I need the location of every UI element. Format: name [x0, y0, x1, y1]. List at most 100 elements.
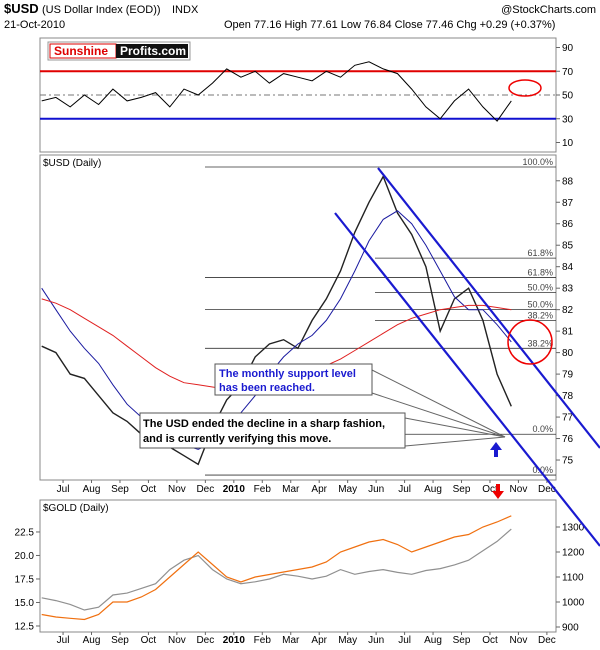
- x-tick-label: Aug: [83, 635, 101, 646]
- note: The USD ended the decline in a sharp fas…: [143, 418, 385, 430]
- x-tick-label: 2010: [223, 484, 246, 495]
- y-tick-label: 15.0: [15, 598, 35, 609]
- logo-text: Profits.com: [120, 44, 186, 58]
- x-tick-label: Dec: [196, 635, 214, 646]
- y2-tick-label: 1300: [562, 523, 585, 534]
- pointer: [404, 436, 506, 447]
- x-tick-label: May: [338, 484, 357, 495]
- x-tick-label: Sep: [111, 484, 129, 495]
- note: and is currently verifying this move.: [143, 433, 331, 445]
- y-tick-label: 85: [562, 241, 574, 252]
- x-tick-label: May: [338, 635, 357, 646]
- y-tick-label: 20.0: [15, 551, 35, 562]
- symbol: $USD: [4, 1, 39, 16]
- fib-label: 100.0%: [522, 157, 553, 167]
- x-tick-label: Jul: [57, 484, 70, 495]
- x-tick-label: Jul: [398, 484, 411, 495]
- x-tick-label: Nov: [510, 635, 528, 646]
- x-tick-label: Feb: [254, 484, 272, 495]
- x-tick-label: Mar: [282, 484, 300, 495]
- y-tick-label: 88: [562, 176, 574, 187]
- x-tick-label: Jul: [398, 635, 411, 646]
- y-tick-label: 90: [562, 43, 574, 54]
- y-tick-label: 78: [562, 391, 574, 402]
- panel-title: $USD (Daily): [43, 158, 101, 169]
- x-tick-label: Jun: [368, 635, 384, 646]
- x-tick-label: Dec: [196, 484, 214, 495]
- index-name: (US Dollar Index (EOD)): [42, 4, 161, 16]
- x-tick-label: Oct: [482, 484, 498, 495]
- y-tick-label: 80: [562, 348, 574, 359]
- panel-title: $GOLD (Daily): [43, 503, 109, 514]
- y-tick-label: 87: [562, 198, 574, 209]
- channel-line: [377, 167, 600, 449]
- x-tick-label: Dec: [538, 484, 556, 495]
- y-tick-label: 76: [562, 434, 574, 445]
- logo-text: Sunshine: [54, 44, 108, 58]
- y-tick-label: 10: [562, 138, 574, 149]
- fib-label: 0.0%: [532, 424, 553, 434]
- pointer: [371, 369, 506, 438]
- x-tick-label: Aug: [424, 484, 442, 495]
- note-box: [214, 363, 373, 396]
- x-tick-label: Nov: [168, 484, 186, 495]
- gold-panel: [39, 499, 557, 633]
- y-tick-label: 22.5: [15, 527, 35, 538]
- fib-label: 38.2%: [527, 310, 553, 320]
- y-tick-label: 82: [562, 305, 574, 316]
- y-tick-label: 83: [562, 284, 574, 295]
- y2-tick-label: 1000: [562, 598, 585, 609]
- y-tick-label: 75: [562, 456, 574, 467]
- fib-label: 61.8%: [527, 248, 553, 258]
- y-tick-label: 84: [562, 262, 574, 273]
- y2-tick-label: 1200: [562, 548, 585, 559]
- x-tick-label: Oct: [141, 484, 157, 495]
- x-tick-label: Aug: [424, 635, 442, 646]
- x-tick-label: Nov: [168, 635, 186, 646]
- note: has been reached.: [219, 382, 315, 394]
- series-line: [41, 515, 512, 621]
- arrow-up: [490, 442, 502, 457]
- y-tick-label: 17.5: [15, 574, 35, 585]
- pointer: [404, 417, 506, 438]
- x-tick-label: Nov: [510, 484, 528, 495]
- arrow-down: [492, 484, 504, 499]
- exchange: INDX: [172, 4, 199, 16]
- y-tick-label: 70: [562, 67, 574, 78]
- x-tick-label: Aug: [83, 484, 101, 495]
- x-tick-label: Apr: [311, 484, 327, 495]
- x-tick-label: Sep: [453, 635, 471, 646]
- fib-label: 50.0%: [527, 282, 553, 292]
- quote: Open 77.16 High 77.61 Low 76.84 Close 77…: [224, 19, 555, 31]
- logo-right: [116, 44, 188, 58]
- x-tick-label: Mar: [282, 635, 300, 646]
- copyright: @StockCharts.com: [501, 4, 596, 16]
- x-tick-label: Sep: [453, 484, 471, 495]
- channel-line: [334, 212, 600, 547]
- series-line: [41, 528, 512, 611]
- y-tick-label: 86: [562, 219, 574, 230]
- date: 21-Oct-2010: [4, 19, 65, 31]
- highlight: [507, 319, 553, 365]
- pointer: [371, 392, 506, 438]
- x-tick-label: Apr: [311, 635, 327, 646]
- y-tick-label: 30: [562, 114, 574, 125]
- fib-label: 0.0%: [532, 465, 553, 475]
- highlight: [508, 79, 542, 97]
- y-tick-label: 12.5: [15, 621, 35, 632]
- y-tick-label: 79: [562, 370, 574, 381]
- note-box: [139, 412, 406, 449]
- x-tick-label: Jun: [368, 484, 384, 495]
- x-tick-label: Sep: [111, 635, 129, 646]
- x-tick-label: Oct: [141, 635, 157, 646]
- y-tick-label: 50: [562, 91, 574, 102]
- x-tick-label: Feb: [254, 635, 272, 646]
- series-line: [41, 61, 512, 122]
- series-line: [41, 174, 512, 466]
- x-tick-label: Dec: [538, 635, 556, 646]
- x-tick-label: 2010: [223, 635, 246, 646]
- fib-label: 50.0%: [527, 300, 553, 310]
- y2-tick-label: 900: [562, 623, 579, 634]
- fib-label: 61.8%: [527, 267, 553, 277]
